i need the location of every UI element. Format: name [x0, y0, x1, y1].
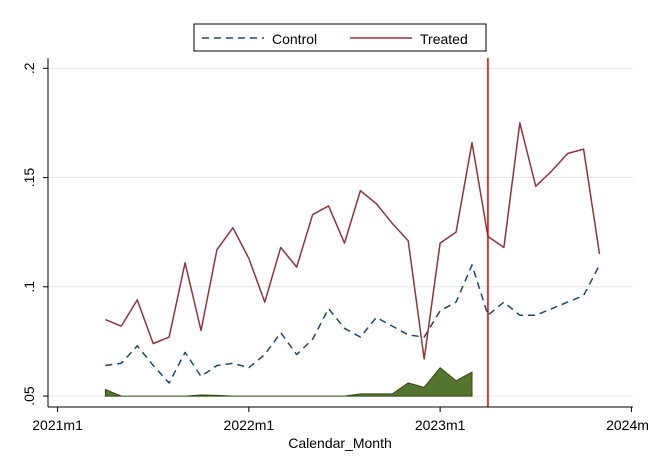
y-axis-ticks: .05 .1 .15 .2 — [21, 62, 48, 406]
x-tick-label-0: 2021m1 — [32, 417, 83, 433]
legend: Control Treated — [193, 23, 487, 52]
x-tick-label-1: 2022m1 — [224, 417, 275, 433]
y-tick-label-1: .1 — [21, 281, 37, 293]
x-tick-label-3: 2024m1 — [606, 417, 649, 433]
x-axis-ticks: 2021m1 2022m1 2023m1 2024m1 — [32, 407, 649, 433]
area-layer — [104, 366, 473, 397]
x-tick-label-2: 2023m1 — [415, 417, 466, 433]
y-tick-label-0: .05 — [21, 386, 37, 406]
series-layer — [105, 122, 601, 384]
difference-area — [104, 366, 473, 397]
y-tick-label-2: .15 — [21, 168, 37, 188]
y-tick-label-3: .2 — [21, 62, 37, 74]
x-axis-title: Calendar_Month — [288, 435, 392, 451]
series-line-control — [105, 264, 601, 384]
series-line-treated — [105, 122, 601, 360]
legend-label-control: Control — [272, 31, 317, 47]
legend-label-treated: Treated — [420, 31, 468, 47]
